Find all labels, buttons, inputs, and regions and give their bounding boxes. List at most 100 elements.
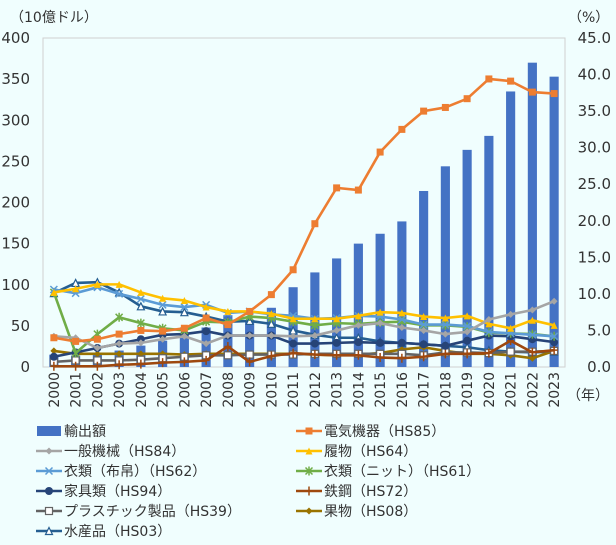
right-tick-label: 0.0 — [587, 358, 611, 376]
x-tick-label: 2015 — [373, 372, 389, 408]
x-tick-label: 2022 — [525, 372, 541, 408]
left-tick-label: 150 — [1, 235, 30, 253]
series-6 — [50, 336, 558, 371]
data-point — [311, 350, 319, 360]
legend-swatch — [36, 487, 62, 495]
legend-marker — [45, 447, 53, 455]
data-point — [267, 310, 275, 318]
right-tick-label: 20.0 — [578, 212, 611, 230]
data-point — [463, 328, 471, 336]
left-tick-label: 0 — [20, 358, 30, 376]
data-point — [398, 353, 406, 363]
data-point — [310, 339, 319, 348]
legend-label: 家具類（HS94） — [64, 484, 172, 500]
legend-label: 水産品（HS03） — [64, 524, 172, 540]
data-point — [115, 360, 123, 370]
bar-2023 — [549, 76, 559, 367]
data-point — [528, 330, 537, 339]
data-point — [224, 332, 232, 340]
data-point — [137, 339, 145, 347]
data-point — [354, 338, 363, 347]
data-point — [419, 340, 428, 349]
legend-item: 衣類（布帛）（HS62） — [36, 461, 206, 481]
legend-item: 衣類（ニット）（HS61） — [296, 461, 480, 481]
legend-label: 果物（HS08） — [324, 504, 418, 520]
data-point — [311, 220, 319, 228]
data-point — [463, 322, 472, 331]
data-point — [354, 321, 362, 329]
data-point — [354, 350, 362, 360]
x-tick-label: 2000 — [47, 372, 63, 408]
data-point — [333, 326, 341, 334]
data-point — [115, 350, 123, 358]
data-point — [311, 315, 319, 323]
legend-marker — [44, 506, 54, 516]
data-point — [397, 315, 406, 324]
data-point — [289, 266, 297, 274]
data-point — [289, 339, 298, 348]
data-point — [528, 347, 536, 357]
data-point — [50, 334, 58, 342]
data-point — [550, 321, 558, 329]
legend-label: 輸出額 — [64, 424, 106, 440]
legend-item: プラスチック製品（HS39） — [36, 501, 241, 521]
data-point — [180, 303, 189, 312]
series-line — [53, 280, 555, 354]
x-tick-label: 2013 — [330, 372, 346, 408]
data-point — [420, 326, 428, 334]
data-point — [376, 148, 384, 156]
data-point — [506, 347, 515, 356]
data-point — [550, 297, 558, 305]
data-point — [463, 336, 472, 345]
x-tick-label: 2017 — [417, 372, 433, 408]
data-point — [289, 348, 297, 358]
left-tick-label: 300 — [1, 111, 30, 129]
data-point — [202, 355, 210, 365]
x-tick-label: 2004 — [134, 372, 150, 408]
x-tick-label: 2023 — [547, 372, 563, 408]
x-tick-label: 2012 — [308, 372, 324, 408]
data-point — [115, 330, 123, 338]
bar-2019 — [462, 149, 472, 367]
bar-2009 — [245, 320, 255, 367]
data-point — [93, 361, 101, 371]
bar-2017 — [419, 190, 429, 367]
x-tick-label: 2019 — [460, 372, 476, 408]
data-point — [202, 314, 210, 322]
legend-label: 電気機器（HS85） — [324, 424, 446, 440]
legend-swatch — [36, 506, 62, 516]
data-point — [224, 342, 232, 352]
series-line — [53, 283, 555, 330]
right-tick-label: 40.0 — [578, 66, 611, 84]
data-point — [224, 321, 232, 329]
legend-label: プラスチック製品（HS39） — [64, 504, 241, 520]
data-point — [550, 345, 558, 355]
data-point — [528, 354, 536, 362]
data-point — [136, 318, 145, 328]
right-tick-label: 5.0 — [587, 321, 611, 339]
left-tick-label: 400 — [1, 29, 30, 47]
data-point — [115, 289, 124, 298]
x-tick-label: 2002 — [90, 372, 106, 408]
legend-label: 一般機械（HS84） — [64, 444, 186, 460]
legend-item: 果物（HS08） — [296, 501, 417, 521]
data-point — [180, 296, 188, 304]
data-point — [136, 301, 146, 311]
data-point — [441, 103, 449, 111]
bar-2020 — [484, 135, 494, 367]
data-point — [310, 320, 319, 330]
series-1 — [50, 297, 558, 352]
data-point — [180, 332, 188, 340]
bar-2014 — [353, 243, 363, 367]
data-point — [267, 351, 275, 361]
legend-swatch — [296, 427, 322, 435]
right-tick-label: 15.0 — [578, 248, 611, 266]
x-tick-label: 2003 — [112, 372, 128, 408]
data-point — [115, 340, 123, 348]
data-point — [159, 358, 167, 368]
data-point — [528, 306, 536, 314]
data-point — [246, 307, 254, 315]
data-point — [484, 327, 493, 336]
x-axis-unit: （年） — [567, 388, 609, 404]
legend-item: 水産品（HS03） — [36, 521, 171, 541]
